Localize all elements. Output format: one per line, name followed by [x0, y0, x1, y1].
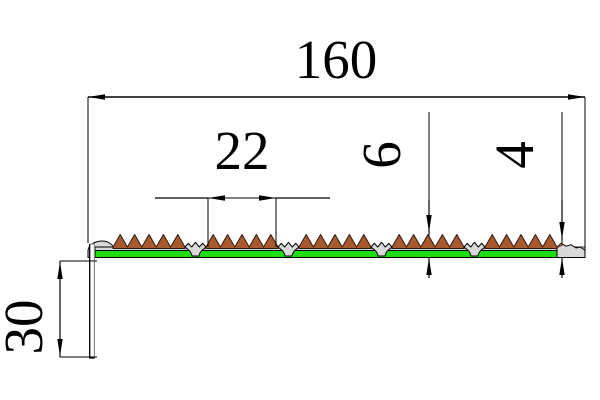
svg-text:30: 30 [0, 300, 54, 355]
svg-text:160: 160 [295, 29, 378, 90]
svg-text:22: 22 [215, 120, 270, 181]
svg-text:4: 4 [484, 141, 545, 169]
svg-text:6: 6 [351, 141, 412, 169]
